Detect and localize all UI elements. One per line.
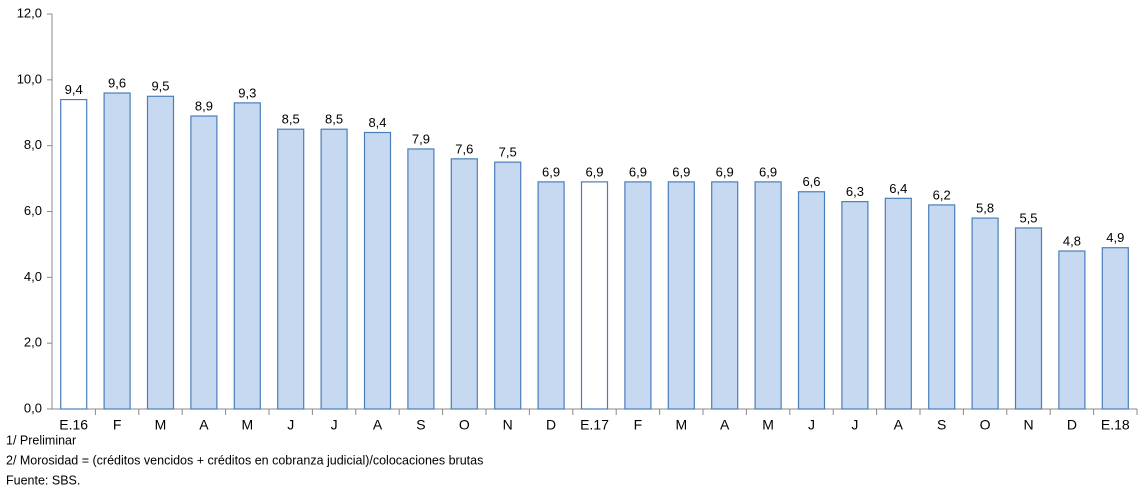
y-tick-label: 0,0 (24, 400, 42, 415)
x-tick-label: F (634, 417, 643, 433)
x-tick-label: A (373, 417, 383, 433)
value-label: 8,5 (282, 112, 300, 127)
x-tick-label: E.16 (59, 417, 88, 433)
x-tick-label: D (546, 417, 556, 433)
y-tick-label: 2,0 (24, 335, 42, 350)
bar (841, 201, 869, 410)
bar (277, 128, 305, 410)
x-tick-label: D (1067, 417, 1077, 433)
bar (320, 128, 348, 410)
y-tick-label: 6,0 (24, 203, 42, 218)
x-tick-label: M (155, 417, 167, 433)
y-tick-label: 8,0 (24, 137, 42, 152)
footnote: 1/ Preliminar (6, 433, 76, 447)
x-tick-label: N (503, 417, 513, 433)
bar (1058, 250, 1086, 410)
bar (797, 191, 826, 410)
value-label: 9,6 (108, 75, 126, 90)
bar (624, 181, 652, 410)
x-tick-label: E.17 (580, 417, 609, 433)
value-label: 8,5 (325, 112, 343, 127)
value-label: 6,2 (933, 187, 951, 202)
bar (1101, 247, 1129, 410)
bar (190, 115, 218, 410)
value-label: 6,9 (716, 164, 734, 179)
x-tick-label: S (937, 417, 946, 433)
value-label: 9,4 (65, 82, 83, 97)
y-tick-label: 12,0 (17, 5, 42, 20)
bar (363, 131, 392, 410)
value-label: 9,3 (238, 85, 256, 100)
value-label: 7,6 (455, 141, 473, 156)
value-label: 6,9 (629, 164, 647, 179)
value-label: 5,8 (976, 201, 994, 216)
x-tick-label: O (980, 417, 991, 433)
x-tick-label: M (675, 417, 687, 433)
value-label: 7,5 (499, 145, 517, 160)
value-label: 8,9 (195, 98, 213, 113)
x-tick-label: N (1023, 417, 1033, 433)
value-label: 6,9 (542, 164, 560, 179)
bar (407, 148, 435, 410)
value-label: 6,9 (759, 164, 777, 179)
x-tick-label: J (287, 417, 294, 433)
x-tick-label: A (199, 417, 209, 433)
bar (711, 181, 739, 410)
bar (146, 95, 175, 410)
x-tick-label: S (416, 417, 425, 433)
x-tick-label: A (894, 417, 904, 433)
bar (103, 92, 131, 410)
x-tick-label: M (762, 417, 774, 433)
bar (580, 181, 609, 410)
bar (667, 181, 695, 410)
footnote: Fuente: SBS. (6, 473, 80, 487)
bar (537, 181, 565, 410)
bar (754, 181, 782, 410)
x-tick-label: J (808, 417, 815, 433)
x-tick-label: J (331, 417, 338, 433)
value-label: 4,9 (1106, 230, 1124, 245)
value-label: 6,9 (672, 164, 690, 179)
x-tick-label: A (720, 417, 730, 433)
value-label: 6,4 (889, 181, 907, 196)
value-label: 7,9 (412, 131, 430, 146)
x-tick-label: M (241, 417, 253, 433)
y-tick-label: 10,0 (17, 71, 42, 86)
value-label: 8,4 (368, 115, 386, 130)
bar (450, 158, 478, 410)
y-tick-label: 4,0 (24, 269, 42, 284)
x-tick-label: F (113, 417, 122, 433)
x-tick-label: E.18 (1101, 417, 1130, 433)
value-label: 4,8 (1063, 233, 1081, 248)
bar (884, 197, 912, 410)
bar (971, 217, 999, 410)
x-tick-label: J (851, 417, 858, 433)
bar (1014, 227, 1043, 410)
bar (928, 204, 956, 410)
value-label: 5,5 (1019, 210, 1037, 225)
bar (494, 161, 522, 410)
bar (233, 102, 261, 410)
value-label: 9,5 (151, 79, 169, 94)
x-tick-label: O (459, 417, 470, 433)
value-label: 6,3 (846, 184, 864, 199)
value-label: 6,9 (585, 164, 603, 179)
footnote: 2/ Morosidad = (créditos vencidos + créd… (6, 453, 483, 467)
bar (60, 98, 88, 410)
value-label: 6,6 (802, 174, 820, 189)
